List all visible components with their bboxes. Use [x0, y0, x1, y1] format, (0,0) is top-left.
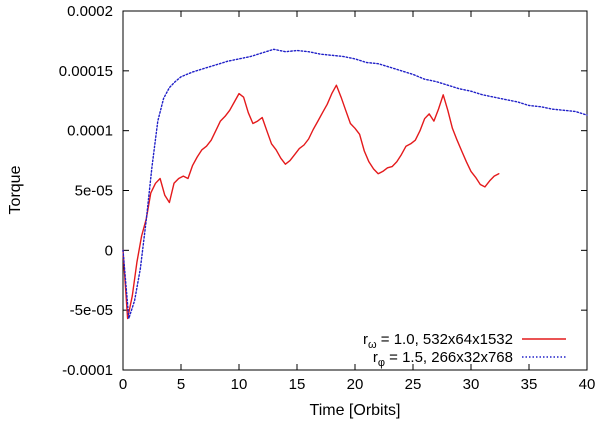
series-line-2 — [122, 48, 588, 320]
x-tick-label: 30 — [463, 376, 480, 393]
y-tick-label: 0.0002 — [67, 3, 113, 20]
x-tick-label: 25 — [405, 376, 422, 393]
series-line-1 — [122, 84, 500, 320]
y-axis-label: Torque — [7, 165, 24, 214]
x-axis-label: Time [Orbits] — [310, 402, 401, 419]
y-tick-label: -5e-05 — [70, 302, 113, 319]
x-tick-label: 15 — [289, 376, 306, 393]
x-tick-label: 5 — [177, 376, 185, 393]
x-tick-label: 20 — [347, 376, 364, 393]
x-tick-label: 35 — [521, 376, 538, 393]
series-layer — [122, 48, 588, 320]
y-tick-label: 0 — [105, 242, 113, 259]
y-tick-label: 5e-05 — [75, 183, 113, 200]
legend-label-2: rφ = 1.5, 266x32x768 — [373, 349, 513, 369]
y-axis-ticks: -0.0001 -5e-05 0 5e-05 0.0001 0.00015 0.0002 — [59, 3, 587, 379]
x-tick-label: 10 — [231, 376, 248, 393]
plot-frame — [122, 10, 588, 371]
x-tick-label: 40 — [579, 376, 596, 393]
legend-label-1: rω = 1.0, 532x64x1532 — [363, 331, 513, 351]
y-tick-label: 0.0001 — [67, 123, 113, 140]
y-tick-label: 0.00015 — [59, 63, 113, 80]
x-tick-label: 0 — [119, 376, 127, 393]
y-tick-label: -0.0001 — [62, 362, 113, 379]
x-axis-ticks: 0 5 10 15 20 25 30 35 40 — [119, 11, 596, 393]
